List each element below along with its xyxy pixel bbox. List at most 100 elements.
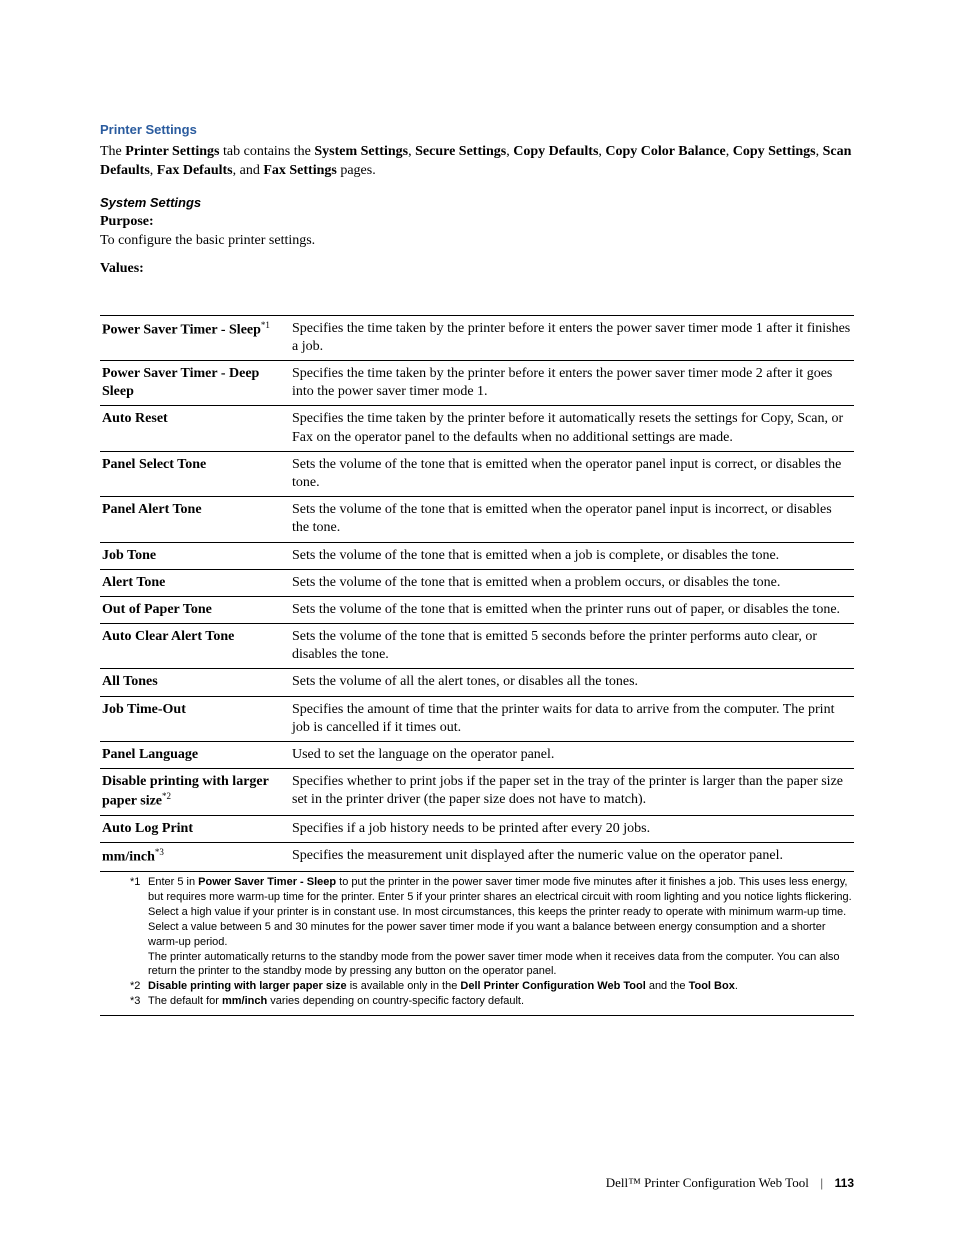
superscript-ref: *2	[162, 791, 171, 801]
table-row: Panel Alert ToneSets the volume of the t…	[100, 497, 854, 542]
text-bold: mm/inch	[222, 995, 267, 1007]
text-bold: Fax Defaults	[157, 163, 233, 178]
setting-description: Specifies the time taken by the printer …	[290, 361, 854, 406]
setting-name: Out of Paper Tone	[100, 596, 290, 623]
text-bold: Copy Settings	[733, 144, 816, 159]
text: ,	[816, 144, 823, 159]
setting-name-text: Out of Paper Tone	[102, 602, 212, 617]
setting-name: Job Time-Out	[100, 696, 290, 741]
table-row: Out of Paper Tone Sets the volume of the …	[100, 596, 854, 623]
table-row: Disable printing with larger paper size*…	[100, 769, 854, 816]
setting-description: Specifies the time taken by the printer …	[290, 406, 854, 451]
section-heading: Printer Settings	[100, 122, 854, 137]
text-bold: System Settings	[314, 144, 408, 159]
text: Select a high value if your printer is i…	[148, 905, 854, 950]
setting-description: Specifies the measurement unit displayed…	[290, 843, 854, 872]
purpose-text: To configure the basic printer settings.	[100, 232, 854, 251]
text: The printer automatically returns to the…	[148, 950, 854, 980]
text-bold: Disable printing with larger paper size	[148, 980, 347, 992]
table-row: Auto Clear Alert ToneSets the volume of …	[100, 624, 854, 669]
setting-name: Auto Clear Alert Tone	[100, 624, 290, 669]
text: and the	[646, 980, 689, 992]
footnote-number: *1	[130, 875, 148, 979]
text-bold: Power Saver Timer - Sleep	[198, 876, 336, 888]
text-bold: Copy Color Balance	[605, 144, 725, 159]
text: , and	[233, 163, 264, 178]
text: Enter 5 in	[148, 876, 198, 888]
setting-description: Specifies if a job history needs to be p…	[290, 816, 854, 843]
footer-title: Dell™ Printer Configuration Web Tool	[606, 1175, 809, 1190]
setting-description: Sets the volume of the tone that is emit…	[290, 542, 854, 569]
table-row: Auto Log Print Specifies if a job history…	[100, 816, 854, 843]
setting-description: Used to set the language on the operator…	[290, 742, 854, 769]
setting-name: Panel Language	[100, 742, 290, 769]
setting-name: Auto Log Print	[100, 816, 290, 843]
purpose-label: Purpose:	[100, 214, 854, 230]
setting-description: Sets the volume of all the alert tones, …	[290, 669, 854, 696]
setting-name-text: Disable printing with larger paper size	[102, 774, 269, 809]
intro-paragraph: The Printer Settings tab contains the Sy…	[100, 143, 854, 181]
table-row: Panel Language Used to set the language o…	[100, 742, 854, 769]
setting-name: Alert Tone	[100, 569, 290, 596]
superscript-ref: *1	[261, 320, 270, 330]
footnote-text: The default for mm/inch varies depending…	[148, 994, 854, 1009]
setting-name: Disable printing with larger paper size*…	[100, 769, 290, 816]
text-bold: Copy Defaults	[513, 144, 598, 159]
setting-name: Power Saver Timer - Deep Sleep	[100, 361, 290, 406]
footnote-3: *3 The default for mm/inch varies depend…	[100, 994, 854, 1009]
table-row: Job Tone Sets the volume of the tone that…	[100, 542, 854, 569]
table-row: mm/inch*3Specifies the measurement unit …	[100, 843, 854, 872]
footer-page-number: 113	[835, 1176, 854, 1190]
footnote-text: Enter 5 in Power Saver Timer - Sleep to …	[148, 875, 854, 979]
setting-name-text: Panel Select Tone	[102, 457, 206, 472]
text-bold: Secure Settings	[415, 144, 506, 159]
setting-name-text: Power Saver Timer - Deep Sleep	[102, 366, 259, 399]
page-footer: Dell™ Printer Configuration Web Tool | 1…	[606, 1175, 854, 1191]
text: tab contains the	[220, 144, 315, 159]
setting-name: Power Saver Timer - Sleep*1	[100, 315, 290, 360]
document-page: Printer Settings The Printer Settings ta…	[0, 0, 954, 1235]
setting-description: Sets the volume of the tone that is emit…	[290, 497, 854, 542]
setting-name-text: Job Tone	[102, 548, 156, 563]
setting-description: Sets the volume of the tone that is emit…	[290, 451, 854, 496]
text: The default for	[148, 995, 222, 1007]
setting-name-text: Auto Log Print	[102, 821, 193, 836]
setting-description: Specifies the amount of time that the pr…	[290, 696, 854, 741]
settings-table: Power Saver Timer - Sleep*1Specifies the…	[100, 315, 854, 873]
text: is available only in the	[347, 980, 461, 992]
text-bold: Tool Box	[689, 980, 735, 992]
table-row: Power Saver Timer - Sleep*1Specifies the…	[100, 315, 854, 360]
table-row: Job Time-Out Specifies the amount of time…	[100, 696, 854, 741]
setting-name-text: Job Time-Out	[102, 702, 186, 717]
text-bold: Printer Settings	[125, 144, 219, 159]
setting-description: Specifies the time taken by the printer …	[290, 315, 854, 360]
setting-name: Panel Select Tone	[100, 451, 290, 496]
setting-name: Auto Reset	[100, 406, 290, 451]
table-row: Panel Select Tone Sets the volume of the …	[100, 451, 854, 496]
setting-name: mm/inch*3	[100, 843, 290, 872]
table-row: Power Saver Timer - Deep Sleep Specifies …	[100, 361, 854, 406]
superscript-ref: *3	[155, 847, 164, 857]
setting-name: All Tones	[100, 669, 290, 696]
table-row: Auto Reset Specifies the time taken by th…	[100, 406, 854, 451]
footnote-number: *3	[130, 994, 148, 1009]
setting-name-text: mm/inch	[102, 850, 155, 865]
setting-name-text: Auto Reset	[102, 411, 168, 426]
text: pages.	[337, 163, 376, 178]
footnote-2: *2 Disable printing with larger paper si…	[100, 979, 854, 994]
footer-divider: |	[820, 1176, 823, 1190]
setting-name-text: Panel Language	[102, 747, 198, 762]
setting-name-text: All Tones	[102, 674, 158, 689]
setting-name: Panel Alert Tone	[100, 497, 290, 542]
text: varies depending on country-specific fac…	[267, 995, 524, 1007]
footnote-1: *1 Enter 5 in Power Saver Timer - Sleep …	[100, 875, 854, 979]
setting-description: Sets the volume of the tone that is emit…	[290, 596, 854, 623]
text: .	[735, 980, 738, 992]
subsection-heading: System Settings	[100, 195, 854, 210]
setting-name-text: Power Saver Timer - Sleep	[102, 322, 261, 337]
text-bold: Fax Settings	[263, 163, 337, 178]
footnotes-block: *1 Enter 5 in Power Saver Timer - Sleep …	[100, 872, 854, 1016]
values-label: Values:	[100, 261, 854, 277]
setting-description: Sets the volume of the tone that is emit…	[290, 569, 854, 596]
text: ,	[150, 163, 157, 178]
